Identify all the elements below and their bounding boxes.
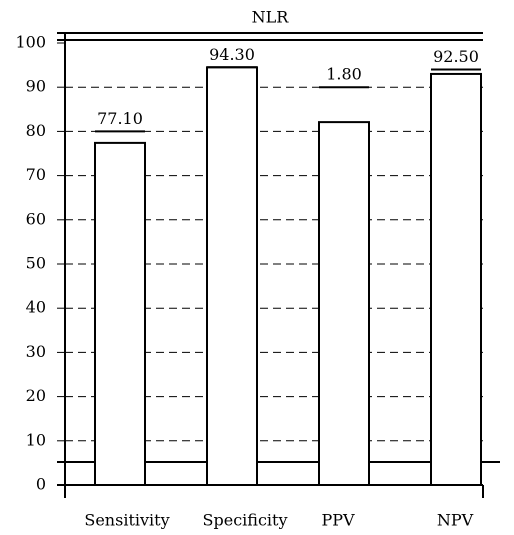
y-tick-label: 50 [26,254,46,273]
annotation-label: 92.50 [433,47,479,66]
bar [94,141,146,486]
chart-title: NLR [252,8,290,27]
bar [430,72,482,486]
y-tick-label: 10 [26,430,46,449]
annotation-label: 1.80 [326,65,362,84]
y-tick-label: 20 [26,386,46,405]
bar [318,121,370,486]
bar [206,66,258,486]
y-tick-label: 90 [26,77,46,96]
x-tick-label: Specificity [203,511,288,530]
y-tick-label: 40 [26,298,46,317]
annotation-label: 77.10 [97,109,143,128]
y-tick-label: 30 [26,342,46,361]
x-tick-label: NPV [437,511,474,530]
y-tick-label: 0 [36,475,46,494]
y-tick-label: 60 [26,209,46,228]
y-tick-label: 70 [26,165,46,184]
x-tick-label: PPV [321,511,355,530]
x-tick-label: Sensitivity [84,511,169,530]
y-tick-label: 80 [26,121,46,140]
annotation-label: 94.30 [209,45,255,64]
y-tick-label: 100 [15,33,46,52]
